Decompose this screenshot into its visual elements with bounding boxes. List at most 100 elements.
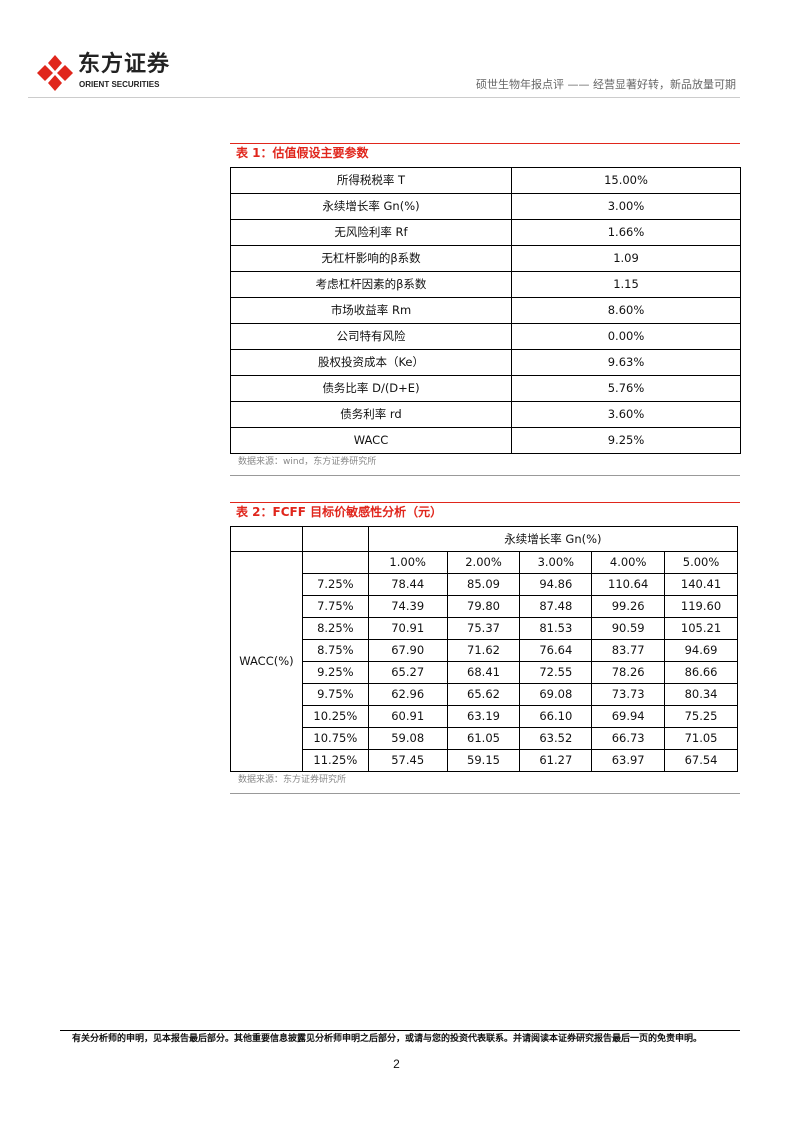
price-cell: 59.08	[367, 727, 448, 750]
price-cell: 65.62	[446, 683, 521, 706]
table-row: 8.75% 67.90 71.62 76.64 83.77 94.69	[231, 639, 738, 662]
table1-top-rule	[230, 143, 740, 144]
param-name: 无杠杆影响的β系数	[230, 245, 512, 272]
empty-cell	[301, 526, 369, 552]
disclaimer: 有关分析师的申明，见本报告最后部分。其他重要信息披露见分析师申明之后部分，或请与…	[72, 1034, 703, 1044]
header-divider	[28, 97, 740, 98]
price-cell: 79.80	[446, 595, 521, 618]
table2-source: 数据来源：东方证券研究所	[238, 775, 347, 785]
growth-rate-cell: 2.00%	[446, 551, 521, 574]
wacc-cell: 7.25%	[301, 573, 369, 596]
table-row: 市场收益率 Rm 8.60%	[230, 297, 741, 324]
price-cell: 81.53	[519, 617, 593, 640]
table-header-row: 永续增长率 Gn(%)	[230, 526, 739, 552]
growth-rate-cell: 4.00%	[591, 551, 666, 574]
table-row: 债务利率 rd 3.60%	[230, 401, 741, 428]
price-cell: 94.69	[664, 639, 738, 662]
price-cell: 110.64	[591, 573, 666, 596]
price-cell: 99.26	[591, 595, 666, 618]
price-cell: 83.77	[591, 639, 666, 662]
price-cell: 87.48	[519, 595, 593, 618]
table-row: 公司特有风险 0.00%	[230, 323, 741, 350]
table-row: 无杠杆影响的β系数 1.09	[230, 245, 741, 272]
price-cell: 73.73	[591, 683, 666, 706]
param-value: 15.00%	[511, 167, 741, 194]
price-cell: 74.39	[367, 595, 448, 618]
wacc-cell: 8.75%	[301, 639, 369, 662]
param-value: 1.15	[511, 271, 741, 298]
price-cell: 66.10	[519, 705, 593, 728]
price-cell: 78.44	[367, 573, 448, 596]
table-row: 8.25% 70.91 75.37 81.53 90.59 105.21	[231, 617, 738, 640]
price-cell: 71.05	[664, 727, 738, 750]
growth-rate-cell: 5.00%	[664, 551, 738, 574]
param-value: 0.00%	[511, 323, 741, 350]
table1-block: 所得税税率 T 15.00% 永续增长率 Gn(%) 3.00% 无风险利率 Rf 1.6…	[230, 167, 741, 476]
table-row: 11.25% 57.45 59.15 61.27 63.97 67.54	[231, 749, 738, 772]
table-row: 9.25% 65.27 68.41 72.55 78.26 86.66	[231, 661, 738, 684]
table-row: 9.75% 62.96 65.62 69.08 73.73 80.34	[231, 683, 738, 706]
price-cell: 57.45	[367, 749, 448, 772]
table-row: 债务比率 D/(D+E) 5.76%	[230, 375, 741, 402]
price-cell: 85.09	[446, 573, 521, 596]
logo-text-cn: 东方证券	[78, 52, 171, 77]
table-row: 10.25% 60.91 63.19 66.10 69.94 75.25	[231, 705, 738, 728]
price-cell: 75.37	[446, 617, 521, 640]
param-value: 9.25%	[511, 427, 741, 454]
price-cell: 63.19	[446, 705, 521, 728]
price-cell: 71.62	[446, 639, 521, 662]
param-value: 8.60%	[511, 297, 741, 324]
price-cell: 69.94	[591, 705, 666, 728]
table2-block: 永续增长率 Gn(%) WACC(%) 1.00% 2.00% 3.00% 4.00%…	[230, 526, 741, 794]
wacc-cell: 11.25%	[301, 749, 369, 772]
price-cell: 69.08	[519, 683, 593, 706]
price-cell: 61.27	[519, 749, 593, 772]
param-value: 9.63%	[511, 349, 741, 376]
price-cell: 86.66	[664, 661, 738, 684]
table-row: 考虑杠杆因素的β系数 1.15	[230, 271, 741, 298]
param-value: 3.60%	[511, 401, 741, 428]
param-name: 所得税税率 T	[230, 167, 512, 194]
table1-source: 数据来源：wind，东方证券研究所	[238, 457, 377, 467]
price-cell: 119.60	[664, 595, 738, 618]
wacc-cell: 9.75%	[301, 683, 369, 706]
sensitivity-table: 永续增长率 Gn(%) WACC(%) 1.00% 2.00% 3.00% 4.00%…	[230, 526, 739, 772]
param-name: 债务比率 D/(D+E)	[230, 375, 512, 402]
param-name: 债务利率 rd	[230, 401, 512, 428]
table1-bottom-rule	[230, 475, 740, 476]
empty-cell	[301, 551, 369, 574]
report-title: 硕世生物年报点评 —— 经营显著好转，新品放量可期	[476, 78, 736, 91]
price-cell: 67.90	[367, 639, 448, 662]
table2-top-rule	[230, 502, 740, 503]
price-cell: 66.73	[591, 727, 666, 750]
price-cell: 140.41	[664, 573, 738, 596]
growth-rate-cell: 3.00%	[519, 551, 593, 574]
growth-header: 永续增长率 Gn(%)	[367, 526, 739, 552]
table2-bottom-rule	[230, 793, 740, 794]
growth-row: WACC(%) 1.00% 2.00% 3.00% 4.00% 5.00%	[230, 551, 738, 772]
param-name: 永续增长率 Gn(%)	[230, 193, 512, 220]
table-row: 10.75% 59.08 61.05 63.52 66.73 71.05	[231, 727, 738, 750]
price-cell: 59.15	[446, 749, 521, 772]
table-row: 7.25% 78.44 85.09 94.86 110.64 140.41	[231, 573, 738, 596]
page-number: 2	[393, 1057, 400, 1071]
price-cell: 67.54	[664, 749, 738, 772]
table-row: 所得税税率 T 15.00%	[230, 167, 741, 194]
param-name: 市场收益率 Rm	[230, 297, 512, 324]
param-name: 公司特有风险	[230, 323, 512, 350]
wacc-cell: 10.25%	[301, 705, 369, 728]
table-row: 永续增长率 Gn(%) 3.00%	[230, 193, 741, 220]
price-cell: 63.52	[519, 727, 593, 750]
price-cell: 80.34	[664, 683, 738, 706]
param-value: 1.09	[511, 245, 741, 272]
price-cell: 75.25	[664, 705, 738, 728]
wacc-cell: 9.25%	[301, 661, 369, 684]
company-logo: 东方证券 ORIENT SECURITIES	[36, 53, 176, 93]
price-cell: 78.26	[591, 661, 666, 684]
wacc-cell: 8.25%	[301, 617, 369, 640]
logo-text-en: ORIENT SECURITIES	[79, 80, 160, 89]
table1-title: 表 1：估值假设主要参数	[236, 146, 369, 160]
price-cell: 60.91	[367, 705, 448, 728]
table-row: 无风险利率 Rf 1.66%	[230, 219, 741, 246]
price-cell: 62.96	[367, 683, 448, 706]
